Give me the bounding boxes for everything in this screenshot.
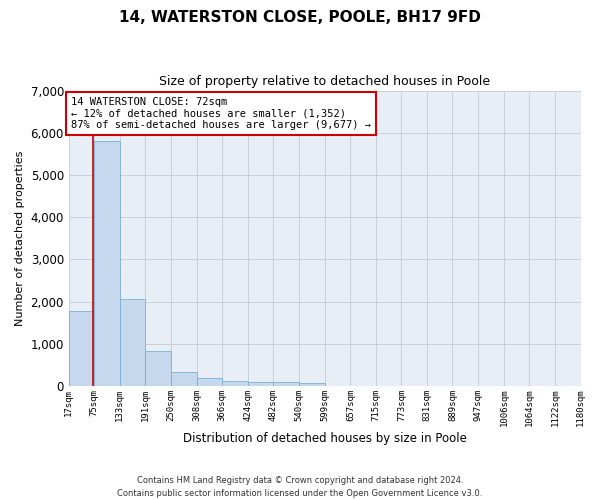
Bar [145, 352, 172, 386]
Title: Size of property relative to detached houses in Poole: Size of property relative to detached ho… [159, 75, 490, 88]
Bar [223, 381, 248, 386]
Bar [172, 372, 197, 386]
Text: Contains HM Land Registry data © Crown copyright and database right 2024.
Contai: Contains HM Land Registry data © Crown c… [118, 476, 482, 498]
X-axis label: Distribution of detached houses by size in Poole: Distribution of detached houses by size … [183, 432, 467, 445]
Text: 14 WATERSTON CLOSE: 72sqm
← 12% of detached houses are smaller (1,352)
87% of se: 14 WATERSTON CLOSE: 72sqm ← 12% of detac… [71, 97, 371, 130]
Bar [197, 378, 223, 386]
Y-axis label: Number of detached properties: Number of detached properties [15, 150, 25, 326]
Bar [69, 311, 94, 386]
Bar [94, 141, 120, 386]
Bar [299, 384, 325, 386]
Bar [120, 299, 145, 386]
Bar [248, 382, 274, 386]
Text: 14, WATERSTON CLOSE, POOLE, BH17 9FD: 14, WATERSTON CLOSE, POOLE, BH17 9FD [119, 10, 481, 25]
Bar [274, 382, 299, 386]
